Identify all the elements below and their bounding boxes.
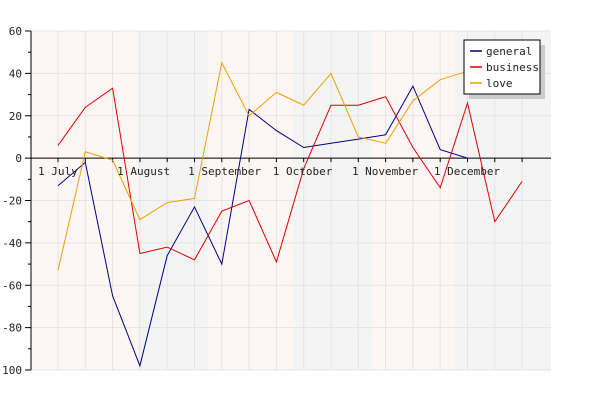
y-tick-label: -60	[2, 279, 22, 292]
x-tick-label: 1 December	[434, 165, 501, 178]
legend-label-general: general	[486, 45, 532, 58]
x-tick-label: 1 August	[117, 165, 170, 178]
tick-labels: 60 40 20 0 -20 -40 -60 -80 -100 1 July 1 August 1 S…	[0, 25, 500, 377]
x-tick-label: 1 October	[273, 165, 333, 178]
legend-label-love: love	[486, 77, 513, 90]
axes	[25, 30, 551, 371]
x-tick-label: 1 November	[352, 165, 419, 178]
series-line-business	[57, 87, 523, 264]
y-tick-label: -80	[2, 322, 22, 335]
series-line-general	[57, 84, 468, 368]
y-tick-label: -100	[0, 364, 22, 377]
legend: general business love	[463, 39, 545, 99]
x-tick-label: 1 July	[38, 165, 78, 178]
legend-label-business: business	[486, 61, 539, 74]
y-tick-label: 60	[9, 25, 22, 38]
y-tick-label: -40	[2, 237, 22, 250]
series-lines	[57, 61, 523, 368]
y-tick-label: 20	[9, 110, 22, 123]
y-tick-label: -20	[2, 195, 22, 208]
series-line-love	[57, 61, 468, 271]
y-tick-label: 40	[9, 67, 22, 80]
x-tick-label: 1 September	[188, 165, 261, 178]
y-tick-label: 0	[15, 152, 22, 165]
